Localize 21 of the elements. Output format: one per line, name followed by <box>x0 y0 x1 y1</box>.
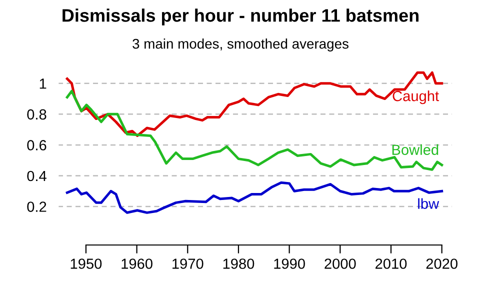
x-tick-label: 2020 <box>426 258 458 269</box>
series-label: lbw <box>418 198 440 209</box>
y-tick-label: 0.2 <box>27 202 46 212</box>
chart-subtitle: 3 main modes, smoothed averages <box>132 38 348 52</box>
line-series <box>66 71 444 137</box>
x-tick-label: 2000 <box>324 258 356 269</box>
x-tick-label: 1950 <box>70 258 102 269</box>
x-tick-label: 1980 <box>223 258 254 269</box>
chart-title: Dismissals per hour - number 11 batsmen <box>62 8 419 26</box>
line-series <box>66 90 444 171</box>
y-tick-label: 0.4 <box>27 170 46 182</box>
line-series <box>66 181 444 214</box>
x-tick-label: 1970 <box>172 258 204 269</box>
series-label: Bowled <box>392 144 438 155</box>
series-label: Caught <box>392 90 439 104</box>
x-tick-label: 1990 <box>274 258 305 269</box>
x-tick-label: 1960 <box>122 258 152 269</box>
y-tick-label: 0.8 <box>27 109 46 120</box>
y-tick-label: 1 <box>40 78 46 89</box>
y-tick-label: 0.6 <box>27 140 46 150</box>
x-tick-label: 2010 <box>376 258 407 269</box>
